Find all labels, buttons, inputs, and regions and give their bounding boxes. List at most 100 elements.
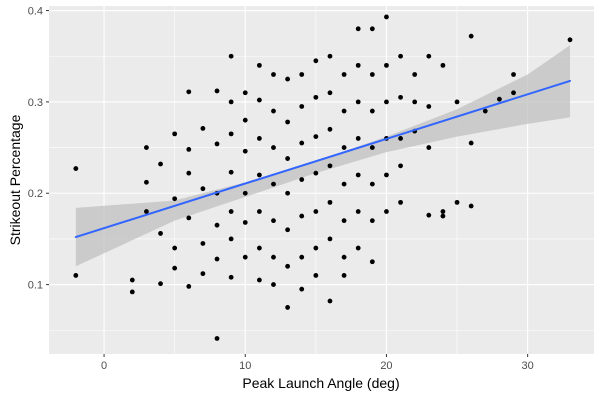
data-point (158, 161, 163, 167)
plot-panel (49, 6, 594, 354)
data-point (271, 218, 276, 224)
data-point (355, 26, 361, 32)
data-point (228, 131, 234, 137)
data-point (341, 273, 347, 278)
x-tick-label: 10 (239, 360, 251, 372)
data-point (172, 245, 178, 251)
data-point (186, 147, 192, 152)
fit-line (74, 79, 571, 239)
x-axis: 0 10 20 30 (101, 354, 534, 372)
data-point (313, 209, 319, 214)
data-point (172, 196, 178, 202)
data-point (327, 199, 333, 205)
data-point (412, 72, 418, 77)
data-point (426, 145, 432, 150)
data-point (242, 90, 248, 96)
data-point (369, 72, 375, 77)
data-point (369, 108, 375, 114)
data-point (299, 177, 305, 182)
data-point (242, 117, 248, 123)
data-point (228, 169, 234, 175)
data-point (242, 190, 248, 196)
data-point (327, 126, 333, 132)
data-point (327, 163, 333, 169)
x-tick-label: 0 (101, 360, 107, 372)
data-point (341, 254, 347, 260)
data-point (299, 140, 305, 146)
data-point (313, 245, 319, 251)
data-point (313, 170, 319, 176)
data-point (454, 199, 460, 205)
data-point (369, 26, 375, 32)
data-point (440, 213, 446, 219)
data-point (341, 72, 347, 77)
data-point (369, 218, 375, 224)
x-tick-label: 30 (522, 360, 534, 372)
data-point (299, 104, 305, 109)
data-point (242, 148, 248, 154)
data-point (271, 108, 276, 114)
data-point (172, 265, 178, 271)
data-point (299, 286, 305, 292)
data-point (426, 104, 432, 109)
data-point (172, 131, 178, 137)
data-point (285, 156, 291, 161)
data-point (567, 37, 573, 43)
data-point (228, 274, 234, 280)
data-point (299, 72, 305, 77)
data-point (285, 263, 291, 269)
x-tick-label: 20 (380, 360, 392, 372)
data-point (440, 62, 446, 68)
data-point (186, 89, 192, 95)
y-axis-title: Strikeout Percentage (7, 114, 23, 245)
y-tick-label: 0.4 (28, 6, 43, 18)
data-point (369, 181, 375, 187)
data-point (355, 136, 361, 141)
y-tick-label: 0.2 (28, 188, 43, 200)
data-point (256, 209, 262, 214)
data-point (200, 271, 206, 277)
data-point (440, 209, 446, 214)
data-point (256, 136, 262, 141)
data-point (398, 136, 403, 141)
data-point (355, 99, 361, 105)
data-point (73, 166, 79, 171)
data-point (369, 259, 375, 265)
data-point (327, 298, 333, 304)
data-point (384, 209, 389, 214)
data-point (313, 58, 319, 64)
data-point (454, 99, 460, 105)
data-point (468, 140, 474, 146)
data-point (285, 227, 291, 233)
data-point (144, 179, 149, 185)
data-point (214, 141, 220, 147)
data-point (341, 145, 347, 150)
data-point (468, 203, 474, 209)
data-point (228, 99, 234, 105)
data-point (412, 99, 418, 105)
data-point (355, 245, 361, 251)
data-point (214, 88, 220, 94)
data-point (384, 62, 389, 68)
data-point (242, 254, 248, 260)
data-point (468, 33, 474, 39)
data-point (426, 53, 432, 59)
y-axis: 0.1 0.2 0.3 0.4 (28, 6, 49, 292)
data-point (256, 172, 262, 178)
data-point (384, 99, 389, 105)
data-point (186, 215, 192, 221)
points-layer (73, 14, 573, 341)
data-point (271, 72, 276, 77)
data-point (228, 236, 234, 242)
data-point (355, 172, 361, 178)
data-point (398, 53, 403, 59)
data-point (299, 213, 305, 219)
data-point (426, 212, 432, 218)
data-point (285, 190, 291, 196)
data-point (285, 305, 291, 310)
data-point (242, 220, 248, 225)
data-point (200, 125, 206, 131)
data-point (214, 222, 220, 228)
data-point (256, 277, 262, 283)
